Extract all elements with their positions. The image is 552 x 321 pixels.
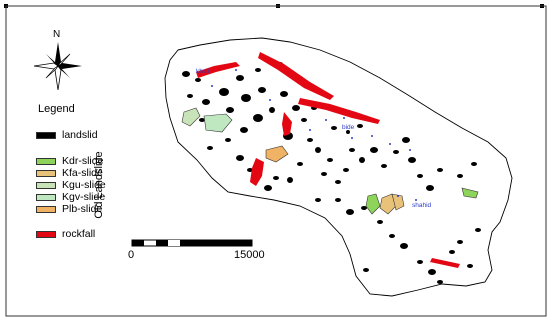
legend-item-plb-slide: Plb-slide bbox=[36, 203, 102, 215]
legend-label: rockfall bbox=[62, 228, 96, 240]
old-landslide-label: Old Landslide bbox=[93, 151, 105, 219]
legend-label: Kgu-slide bbox=[62, 179, 106, 191]
legend-item-rockfall: rockfall bbox=[36, 228, 95, 240]
place-label: shahid bbox=[412, 202, 432, 209]
legend-swatch bbox=[36, 230, 56, 238]
scale-start-label: 0 bbox=[128, 249, 135, 261]
legend-item-kgv-slide: Kgv-slide bbox=[36, 191, 105, 203]
north-label: N bbox=[53, 29, 61, 40]
legend-swatch bbox=[36, 193, 56, 201]
legend-title: Legend bbox=[38, 103, 75, 115]
scale-bar bbox=[131, 239, 253, 247]
map-frame bbox=[5, 5, 547, 317]
legend-label: Plb-slide bbox=[62, 203, 103, 215]
north-arrow-icon bbox=[33, 42, 82, 91]
place-label: khali bbox=[196, 68, 210, 75]
legend-item-kgu-slide: Kgu-slide bbox=[36, 179, 106, 191]
kdr-slide-polygon bbox=[365, 193, 381, 215]
legend-swatch bbox=[36, 157, 56, 165]
kfa-slide-polygon bbox=[379, 193, 397, 215]
legend-swatch bbox=[36, 181, 56, 189]
legend-swatch bbox=[36, 205, 56, 213]
rockfall-polygons bbox=[196, 52, 460, 268]
legend-item-landslid: landslid bbox=[36, 129, 98, 141]
plb-slide-polygon bbox=[265, 145, 289, 163]
kgv-slide-polygon bbox=[203, 113, 233, 133]
legend-label: landslid bbox=[62, 129, 98, 141]
place-label: bide bbox=[342, 124, 355, 131]
scale-end-label: 15000 bbox=[234, 249, 265, 261]
legend-item-kfa-slide: Kfa-slide bbox=[36, 167, 103, 179]
legend-label: Kgv-slide bbox=[62, 191, 106, 203]
legend-label: Kdr-slide bbox=[62, 155, 104, 167]
legend-swatch bbox=[36, 131, 56, 139]
basin-outline bbox=[164, 37, 513, 297]
legend-swatch bbox=[36, 169, 56, 177]
legend-item-kdr-slide: Kdr-slide bbox=[36, 155, 103, 167]
legend-label: Kfa-slide bbox=[62, 167, 103, 179]
point-markers bbox=[211, 69, 417, 201]
kdr-slide-polygon bbox=[461, 187, 479, 199]
kgu-slide-polygon bbox=[181, 107, 201, 127]
